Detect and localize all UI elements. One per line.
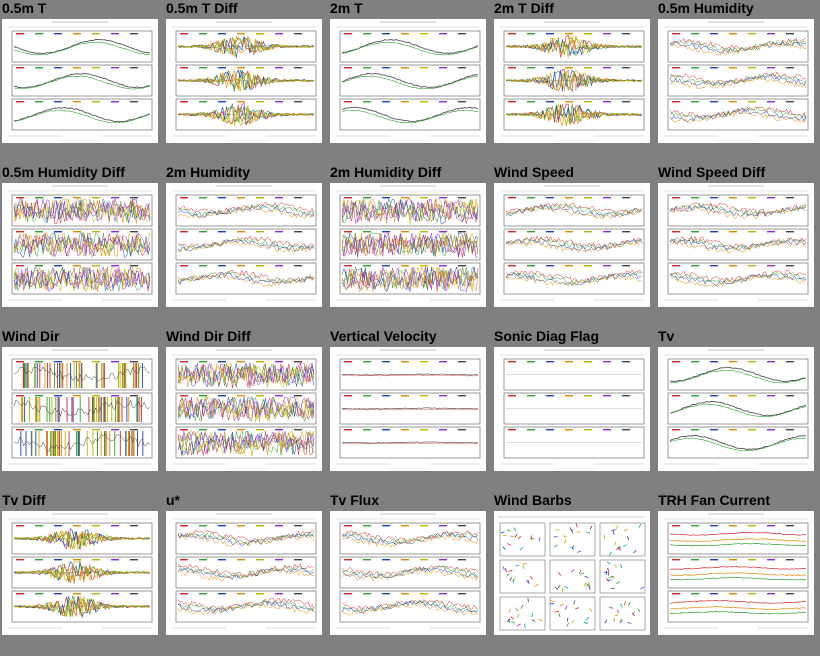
plot-thumbnail[interactable] [330, 183, 486, 307]
plot-image [336, 185, 481, 301]
plot-cell: 2m T Diff [492, 0, 654, 164]
plot-thumbnail[interactable] [658, 19, 814, 143]
plot-title: Vertical Velocity [330, 328, 437, 344]
plot-thumbnail[interactable] [658, 511, 814, 635]
plot-title: Tv Diff [2, 492, 46, 508]
plot-thumbnail[interactable] [2, 183, 158, 307]
plot-thumbnail[interactable] [2, 19, 158, 143]
plot-image [336, 513, 481, 629]
plot-thumbnail[interactable] [166, 183, 322, 307]
plot-thumbnail[interactable] [658, 183, 814, 307]
plot-thumbnail[interactable] [2, 347, 158, 471]
plot-thumbnail[interactable] [166, 19, 322, 143]
plot-cell: Tv Diff [0, 492, 162, 656]
plot-title: TRH Fan Current [658, 492, 770, 508]
plot-title: 0.5m Humidity Diff [2, 164, 125, 180]
plot-cell: Sonic Diag Flag [492, 328, 654, 492]
plot-thumbnail[interactable] [494, 19, 650, 143]
plot-title: Sonic Diag Flag [494, 328, 600, 344]
plot-image [500, 349, 645, 465]
plot-title: Wind Speed [494, 164, 574, 180]
plot-image [500, 185, 645, 301]
plot-cell: 0.5m T Diff [164, 0, 326, 164]
plot-image [172, 185, 317, 301]
plot-image [8, 185, 153, 301]
plot-cell: Vertical Velocity [328, 328, 490, 492]
plot-title: 2m Humidity Diff [330, 164, 442, 180]
plot-thumbnail[interactable] [330, 19, 486, 143]
plot-cell: 2m Humidity Diff [328, 164, 490, 328]
plot-image [172, 21, 317, 137]
plot-cell: 2m Humidity [164, 164, 326, 328]
plot-image [172, 513, 317, 629]
plot-cell: 0.5m Humidity Diff [0, 164, 162, 328]
plot-thumbnail[interactable] [2, 511, 158, 635]
plot-thumbnail[interactable] [330, 511, 486, 635]
plot-cell: 0.5m T [0, 0, 162, 164]
plot-title: Tv Flux [330, 492, 380, 508]
plot-cell: Tv Flux [328, 492, 490, 656]
plot-image [8, 21, 153, 137]
plot-title: Wind Speed Diff [658, 164, 766, 180]
plot-title: 2m T Diff [494, 0, 554, 16]
plot-title: 0.5m T Diff [166, 0, 238, 16]
plot-cell: TRH Fan Current [656, 492, 818, 656]
plot-title: 0.5m T [2, 0, 47, 16]
plot-image [172, 349, 317, 465]
plot-cell: Wind Barbs [492, 492, 654, 656]
plot-image [500, 21, 645, 137]
plot-image [494, 511, 650, 635]
plot-cell: Wind Dir [0, 328, 162, 492]
plot-title: u* [166, 492, 180, 508]
plot-image [664, 21, 809, 137]
plot-title: Tv [658, 328, 675, 344]
plot-thumbnail[interactable] [166, 347, 322, 471]
plot-thumbnail[interactable] [166, 511, 322, 635]
plot-title: 0.5m Humidity [658, 0, 754, 16]
plot-thumbnail[interactable] [494, 511, 650, 635]
plot-thumbnail[interactable] [494, 183, 650, 307]
plot-image [664, 349, 809, 465]
plot-image [336, 349, 481, 465]
plot-cell: Wind Dir Diff [164, 328, 326, 492]
plot-image [664, 185, 809, 301]
plot-thumbnail[interactable] [330, 347, 486, 471]
plot-cell: Wind Speed Diff [656, 164, 818, 328]
plot-title: Wind Dir Diff [166, 328, 251, 344]
plot-cell: Tv [656, 328, 818, 492]
plot-image [8, 513, 153, 629]
plot-image [336, 21, 481, 137]
plot-title: Wind Barbs [494, 492, 572, 508]
plot-title: Wind Dir [2, 328, 60, 344]
plot-thumbnail[interactable] [494, 347, 650, 471]
plot-cell: Wind Speed [492, 164, 654, 328]
plot-title: 2m Humidity [166, 164, 251, 180]
plot-thumbnail[interactable] [658, 347, 814, 471]
plot-image [8, 349, 153, 465]
plot-cell: u* [164, 492, 326, 656]
plot-cell: 2m T [328, 0, 490, 164]
plot-cell: 0.5m Humidity [656, 0, 818, 164]
plot-title: 2m T [330, 0, 363, 16]
plot-image [664, 513, 809, 629]
